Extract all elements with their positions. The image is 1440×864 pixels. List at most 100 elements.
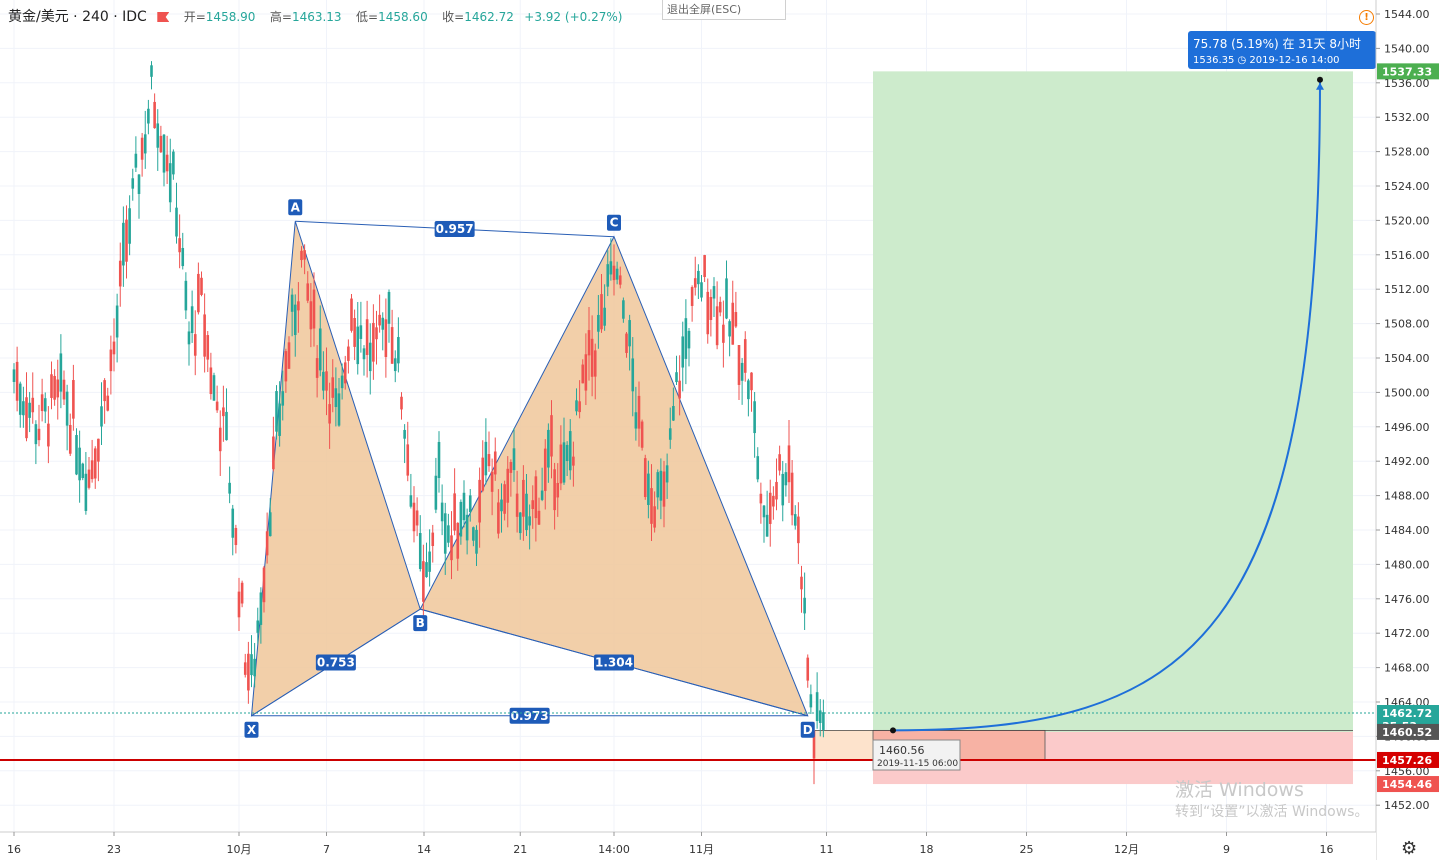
candle-body [687,330,691,349]
candle-body [275,391,278,432]
candle [528,504,531,550]
y-axis-tick-label: 1520.00 [1384,214,1430,227]
candle-body [103,380,106,402]
candle [756,447,760,483]
candle [534,470,538,542]
candle-body [390,327,394,364]
candle-body [587,330,591,356]
candle [306,271,310,304]
warning-icon[interactable]: ! [1359,10,1374,25]
candle-body [718,301,722,313]
candle-body [12,369,16,382]
candle [422,544,425,627]
candle-body [815,692,819,722]
candle-body [756,456,760,480]
candle [68,413,72,457]
candle-body [787,445,791,483]
candle-body [625,333,628,353]
candle [615,261,619,285]
flag-icon[interactable] [157,12,170,22]
candle-body [478,479,481,523]
candle [25,372,28,442]
candle-body [137,174,141,194]
candle-body [606,264,610,287]
x-axis-bg [0,832,1376,860]
candle-body [228,482,231,494]
candle [403,424,406,464]
candle [822,699,825,738]
candle [100,382,103,446]
candle [443,502,447,575]
candle-body [150,65,153,77]
candle-body [90,460,94,480]
candle-body [772,495,775,507]
y-axis-tick-label: 1512.00 [1384,283,1430,296]
pattern-point-d-bg [800,721,815,738]
candle-body [487,454,491,467]
candle-body [512,448,516,471]
pattern-point-c: C [607,214,621,231]
candle-body [497,502,500,534]
candle-body [731,302,735,345]
exit-fullscreen-button[interactable]: 退出全屏(ESC) [662,0,786,20]
candle [618,266,622,289]
x-axis-tick-label: 7 [323,843,330,856]
y-axis-tick-label: 1504.00 [1384,352,1430,365]
candle [134,136,138,172]
candle-body [715,306,719,346]
candle [84,452,88,515]
candle [390,309,394,364]
candle-body [750,372,753,391]
candle-body [293,304,297,336]
candle [193,310,197,376]
candle [650,464,653,541]
candle-body [640,421,644,448]
candle [378,294,381,333]
candle [728,319,731,357]
candle [653,491,656,533]
gear-icon[interactable]: ⚙ [1401,838,1418,859]
candle-body [50,374,53,398]
y-axis-tick-label: 1488.00 [1384,490,1430,503]
candle [237,577,241,631]
candle-body [543,448,547,491]
candle-body [500,499,503,512]
candle-body [143,134,147,154]
candle [809,684,813,714]
y-axis-tick-label: 1492.00 [1384,455,1430,468]
candle-body [800,576,803,590]
pattern-triangle-xab [250,221,421,717]
price-tag-label: 1454.46 [1382,778,1432,791]
ratio-label-text: 0.753 [317,655,355,669]
candle [53,369,56,406]
candle-body [328,404,331,424]
candle-body [384,319,388,358]
candle-body [553,469,556,511]
pattern-point-b-bg [413,615,428,632]
candle-body [15,361,19,401]
candle-body [434,475,438,510]
candle [218,410,222,476]
projection-tooltip-bg [1188,31,1376,69]
candle [181,232,185,270]
candle [672,387,675,421]
candle-body [72,380,75,419]
ratio-label: 0.957 [434,221,475,237]
candle [22,386,25,428]
y-axis-tick-label: 1500.00 [1384,386,1430,399]
candle [75,428,78,476]
candle-body [643,458,647,498]
candle [497,489,500,539]
candle-body [762,505,766,518]
candle [206,331,210,373]
candle [640,419,644,451]
symbol-title[interactable]: 黄金/美元 · 240 · IDC [8,9,147,25]
pattern-point-x-bg [244,721,259,738]
candle-body [784,472,788,486]
candle [372,304,375,380]
candle [137,174,141,219]
candle-body [797,516,800,544]
candle-body [703,255,706,278]
